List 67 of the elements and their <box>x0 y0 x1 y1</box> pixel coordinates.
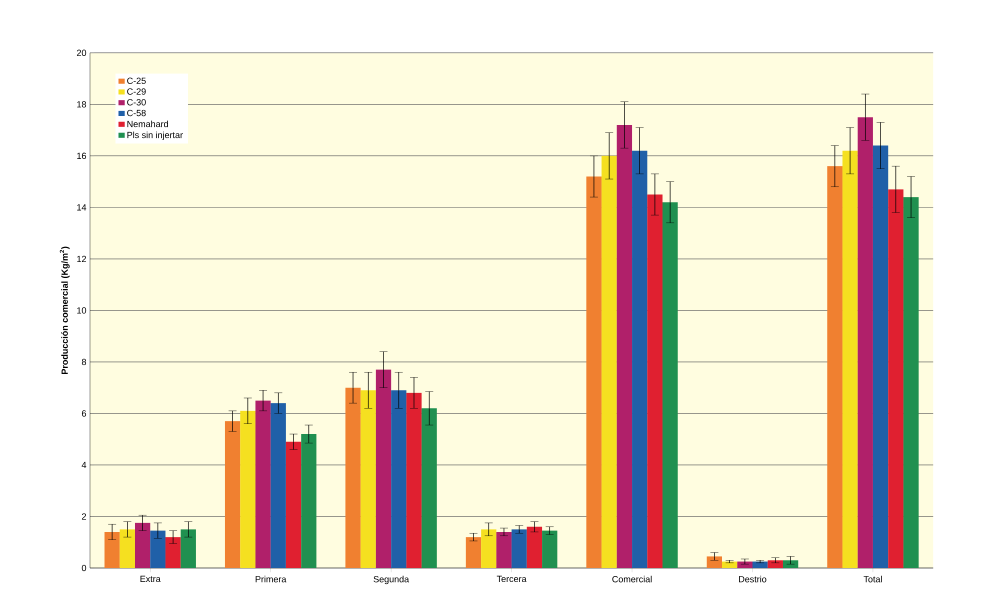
legend-label: C-58 <box>127 110 146 116</box>
bar <box>616 124 632 568</box>
y-tick-label: 4 <box>82 462 86 468</box>
bar <box>496 532 512 568</box>
y-tick-label: 14 <box>77 204 86 210</box>
x-tick-label: Primera <box>256 576 286 582</box>
bar <box>376 370 392 568</box>
y-axis-title: Producción comercial (Kg/m$^{2}$) <box>60 246 70 374</box>
bar <box>752 562 768 568</box>
y-tick-label: 6 <box>82 410 86 417</box>
bar <box>888 189 904 568</box>
bar <box>706 556 722 568</box>
bar <box>165 537 181 568</box>
bar <box>406 392 422 568</box>
bar <box>422 408 437 568</box>
x-tick-label: Total <box>864 576 882 582</box>
legend-label: C-25 <box>127 78 146 84</box>
bar <box>224 421 240 568</box>
y-tick-label: 10 <box>77 307 86 314</box>
x-tick-label: Segunda <box>374 576 410 584</box>
y-tick-label: 8 <box>82 358 86 366</box>
bar <box>722 562 738 568</box>
y-tick-label: 12 <box>77 256 86 262</box>
x-tick-label: Comercial <box>612 576 652 582</box>
bar <box>632 150 648 568</box>
legend-label: C-29 <box>127 88 146 95</box>
bar <box>586 176 602 568</box>
bar <box>737 562 752 568</box>
y-tick-label: 0 <box>82 564 86 572</box>
bar <box>512 529 527 568</box>
bar <box>120 529 135 568</box>
legend-label: Nemahard <box>127 120 168 128</box>
legend-label: C-30 <box>127 99 146 106</box>
bar <box>662 202 678 568</box>
bar <box>134 522 150 568</box>
x-tick-label: Tercera <box>496 576 527 582</box>
bar <box>466 537 482 568</box>
bar <box>542 530 558 568</box>
bar <box>255 400 271 568</box>
y-tick-label: 20 <box>76 50 86 56</box>
bar <box>360 390 376 568</box>
bar <box>481 529 496 568</box>
y-tick-label: 2 <box>82 513 86 520</box>
bar <box>240 410 256 568</box>
y-tick-label: 18 <box>77 101 86 108</box>
bar <box>842 150 858 568</box>
x-tick-label: Destrio <box>739 576 766 582</box>
x-tick-label: Extra <box>140 576 161 582</box>
bar <box>768 560 783 568</box>
bar <box>270 403 286 568</box>
bar <box>526 526 542 568</box>
bar <box>301 434 316 568</box>
bar <box>345 388 361 568</box>
legend-label: Pls sin injertar <box>127 132 183 140</box>
bar <box>104 532 120 568</box>
bar <box>903 197 919 568</box>
bar <box>286 442 302 568</box>
bar <box>872 146 888 568</box>
y-tick-label: 16 <box>77 152 86 160</box>
bar <box>647 194 663 568</box>
bar <box>858 117 873 568</box>
bar <box>827 166 842 568</box>
bar <box>782 560 798 568</box>
bar <box>180 529 196 568</box>
bar <box>602 156 617 568</box>
bar <box>150 530 166 568</box>
bar <box>391 390 406 568</box>
